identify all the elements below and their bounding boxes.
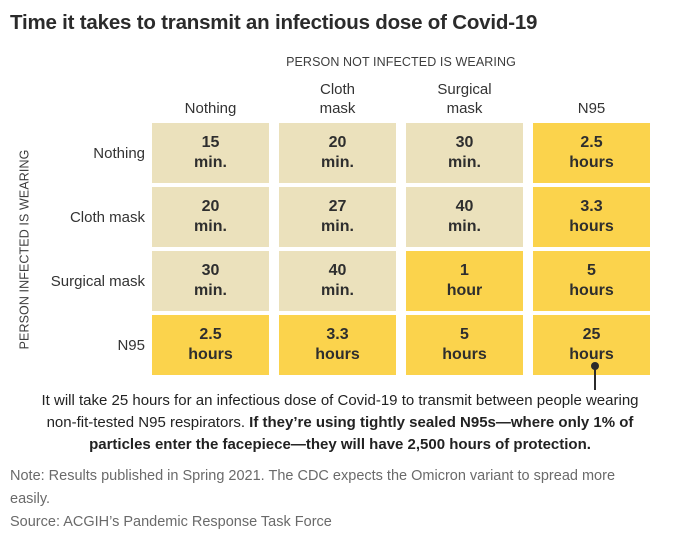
column-header-surgical-mask: Surgical mask bbox=[437, 81, 492, 117]
annotation-text: It will take 25 hours for an infectious … bbox=[30, 390, 650, 456]
annotation-regular: It will take 25 hours for an infectious … bbox=[41, 392, 639, 431]
cell-cloth-mask-cloth-mask: 27 min. bbox=[279, 187, 396, 247]
cell-cloth-mask-surgical-mask: 40 min. bbox=[406, 187, 523, 247]
cell-cloth-mask-n95: 3.3 hours bbox=[533, 187, 650, 247]
row-label-nothing: Nothing bbox=[93, 144, 145, 162]
cell-n95-cloth-mask: 3.3 hours bbox=[279, 315, 396, 375]
annotation-bold: If they’re using tightly sealed N95s—whe… bbox=[89, 414, 634, 453]
row-labels: Nothing Cloth mask Surgical mask N95 bbox=[40, 123, 145, 375]
top-axis-label: PERSON NOT INFECTED IS WEARING bbox=[286, 55, 516, 69]
row-label-surgical-mask: Surgical mask bbox=[50, 272, 145, 290]
cell-n95-surgical-mask: 5 hours bbox=[406, 315, 523, 375]
column-headers: Nothing Cloth mask Surgical mask N95 bbox=[152, 74, 650, 118]
cell-nothing-cloth-mask: 20 min. bbox=[279, 123, 396, 183]
column-header-n95: N95 bbox=[577, 100, 606, 117]
column-header-cloth-mask: Cloth mask bbox=[319, 81, 356, 117]
left-axis-label: PERSON INFECTED IS WEARING bbox=[17, 149, 32, 350]
chart-title: Time it takes to transmit an infectious … bbox=[10, 11, 538, 34]
column-header-nothing: Nothing bbox=[184, 100, 237, 117]
annotation-pointer-dot bbox=[591, 362, 599, 370]
cell-nothing-n95: 2.5 hours bbox=[533, 123, 650, 183]
cell-cloth-mask-nothing: 20 min. bbox=[152, 187, 269, 247]
annotation-pointer-line bbox=[594, 369, 596, 390]
cell-surgical-mask-nothing: 30 min. bbox=[152, 251, 269, 311]
footer: Note: Results published in Spring 2021. … bbox=[10, 465, 635, 533]
cell-surgical-mask-surgical-mask: 1 hour bbox=[406, 251, 523, 311]
matrix-grid: 15 min. 20 min. 30 min. 2.5 hours 20 min. 27 min. 40… bbox=[152, 123, 650, 375]
source-text: Source: ACGIH’s Pandemic Response Task F… bbox=[10, 514, 332, 530]
cell-nothing-surgical-mask: 30 min. bbox=[406, 123, 523, 183]
cell-n95-nothing: 2.5 hours bbox=[152, 315, 269, 375]
cell-surgical-mask-n95: 5 hours bbox=[533, 251, 650, 311]
row-label-cloth-mask: Cloth mask bbox=[69, 208, 145, 226]
cell-surgical-mask-cloth-mask: 40 min. bbox=[279, 251, 396, 311]
row-label-n95: N95 bbox=[117, 336, 145, 354]
note-text: Note: Results published in Spring 2021. … bbox=[10, 468, 616, 507]
cell-nothing-nothing: 15 min. bbox=[152, 123, 269, 183]
